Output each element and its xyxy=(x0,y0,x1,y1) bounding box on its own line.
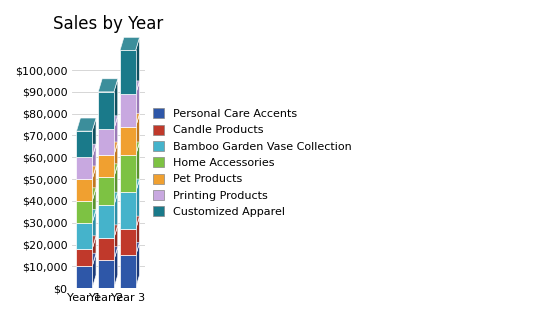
Polygon shape xyxy=(120,179,140,192)
Polygon shape xyxy=(120,242,140,255)
Polygon shape xyxy=(114,192,118,238)
Polygon shape xyxy=(120,192,136,229)
Polygon shape xyxy=(114,142,118,177)
Polygon shape xyxy=(76,166,96,179)
Polygon shape xyxy=(76,253,96,266)
Polygon shape xyxy=(136,242,140,288)
Polygon shape xyxy=(76,223,92,249)
Polygon shape xyxy=(120,142,140,155)
Polygon shape xyxy=(98,116,118,129)
Polygon shape xyxy=(120,94,136,127)
Polygon shape xyxy=(120,155,136,192)
Polygon shape xyxy=(92,118,96,157)
Polygon shape xyxy=(98,275,118,288)
Polygon shape xyxy=(114,225,118,260)
Polygon shape xyxy=(120,81,140,94)
Polygon shape xyxy=(98,238,114,260)
Polygon shape xyxy=(114,164,118,205)
Polygon shape xyxy=(120,37,140,51)
Polygon shape xyxy=(92,166,96,201)
Polygon shape xyxy=(136,81,140,127)
Polygon shape xyxy=(136,142,140,192)
Polygon shape xyxy=(76,131,92,157)
Polygon shape xyxy=(76,249,92,266)
Polygon shape xyxy=(114,116,118,155)
Polygon shape xyxy=(98,260,114,288)
Polygon shape xyxy=(98,79,118,92)
Polygon shape xyxy=(76,236,96,249)
Polygon shape xyxy=(76,201,92,223)
Title: Sales by Year: Sales by Year xyxy=(53,15,164,33)
Polygon shape xyxy=(98,92,114,129)
Polygon shape xyxy=(136,216,140,255)
Polygon shape xyxy=(92,253,96,288)
Polygon shape xyxy=(120,127,136,155)
Polygon shape xyxy=(120,275,140,288)
Polygon shape xyxy=(98,155,114,177)
Polygon shape xyxy=(76,210,96,223)
Polygon shape xyxy=(136,114,140,155)
Polygon shape xyxy=(92,188,96,223)
Polygon shape xyxy=(98,205,114,238)
Polygon shape xyxy=(120,51,136,94)
Polygon shape xyxy=(98,164,118,177)
Polygon shape xyxy=(92,210,96,249)
Polygon shape xyxy=(136,37,140,94)
Polygon shape xyxy=(114,79,118,129)
Polygon shape xyxy=(76,266,92,288)
Polygon shape xyxy=(120,216,140,229)
Polygon shape xyxy=(76,144,96,157)
Polygon shape xyxy=(76,118,96,131)
Polygon shape xyxy=(92,144,96,179)
Polygon shape xyxy=(98,225,118,238)
Polygon shape xyxy=(120,229,136,255)
Polygon shape xyxy=(136,179,140,229)
Polygon shape xyxy=(76,157,92,179)
Polygon shape xyxy=(98,192,118,205)
Polygon shape xyxy=(92,236,96,266)
Polygon shape xyxy=(114,247,118,288)
Polygon shape xyxy=(120,255,136,288)
Polygon shape xyxy=(76,275,96,288)
Polygon shape xyxy=(120,114,140,127)
Legend: Personal Care Accents, Candle Products, Bamboo Garden Vase Collection, Home Acce: Personal Care Accents, Candle Products, … xyxy=(150,106,354,219)
Polygon shape xyxy=(76,179,92,201)
Polygon shape xyxy=(76,188,96,201)
Polygon shape xyxy=(98,129,114,155)
Polygon shape xyxy=(98,142,118,155)
Polygon shape xyxy=(98,247,118,260)
Polygon shape xyxy=(98,177,114,205)
